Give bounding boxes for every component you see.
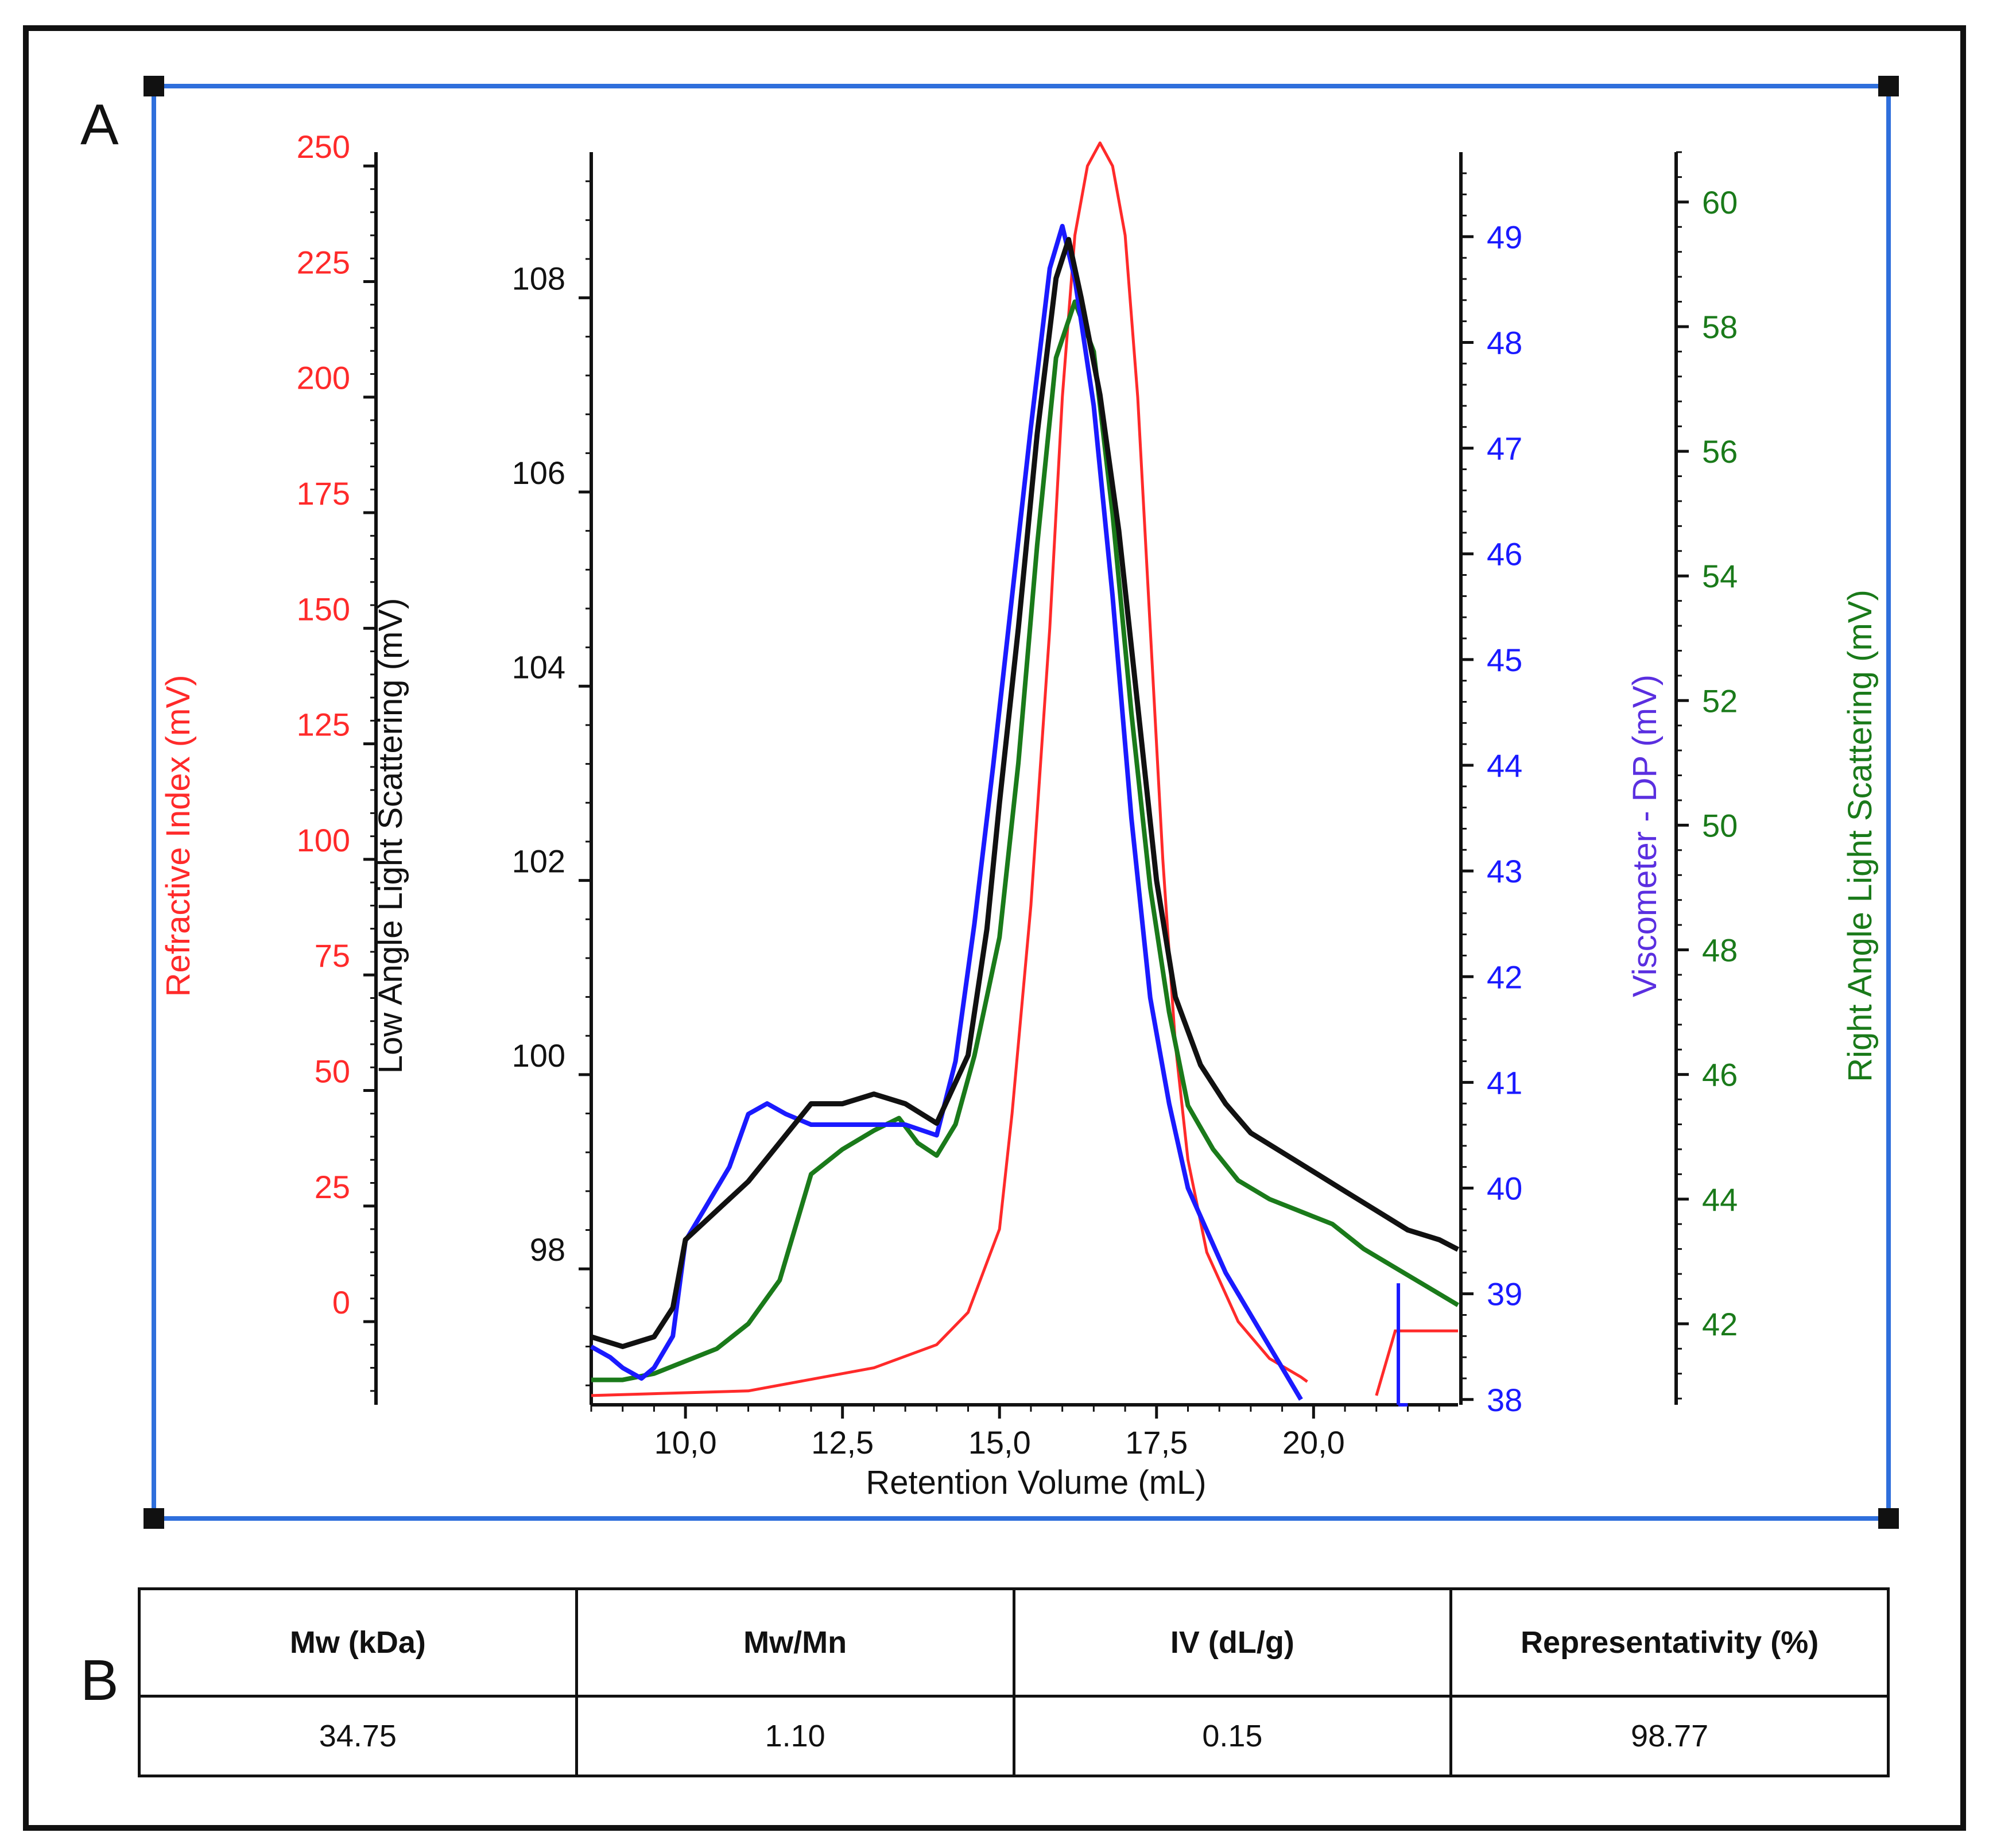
cell-representativity: 98.77	[1449, 1695, 1890, 1777]
viscometer-artifact-mark	[1397, 1283, 1408, 1407]
refractive_index-tick-label: 150	[297, 591, 350, 627]
cell-mw-mn: 1.10	[575, 1695, 1015, 1777]
low_angle_ls-tick-label: 108	[512, 261, 565, 297]
low_angle_ls-tick-label: 104	[512, 649, 565, 685]
series-line-refractive_index-tail	[1375, 1329, 1458, 1396]
refractive_index-tick-label: 175	[297, 475, 350, 512]
frame-corner-handle-1	[1878, 76, 1899, 96]
frame-corner-handle-3	[1878, 1508, 1899, 1529]
x-tick-label: 12,5	[811, 1424, 874, 1460]
x-tick-label: 15,0	[968, 1424, 1031, 1460]
header-representativity: Representativity (%)	[1449, 1587, 1890, 1698]
viscometer-tick-label: 43	[1487, 853, 1522, 889]
right_angle_ls-axis-label: Right Angle Light Scattering (mV)	[1841, 590, 1879, 1082]
results-table: Mw (kDa) Mw/Mn IV (dL/g) Representativit…	[138, 1587, 1890, 1777]
refractive_index-tick-label: 125	[297, 707, 350, 743]
viscometer-tick-label: 48	[1487, 324, 1522, 361]
refractive_index-tick-label: 100	[297, 822, 350, 858]
low_angle_ls-tick-label: 98	[530, 1231, 565, 1268]
right_angle_ls-tick-label: 44	[1702, 1181, 1738, 1218]
refractive_index-tick-label: 75	[315, 937, 350, 974]
x-tick-label: 17,5	[1125, 1424, 1188, 1460]
series-line-refractive_index	[591, 141, 1308, 1397]
viscometer-tick-label: 47	[1487, 431, 1522, 467]
right_angle_ls-tick-label: 58	[1702, 309, 1738, 345]
refractive_index-axis-label: Refractive Index (mV)	[160, 675, 197, 997]
refractive_index-tick-label: 50	[315, 1053, 350, 1089]
chart-frame	[152, 84, 1891, 1521]
right_angle_ls-tick-label: 42	[1702, 1306, 1738, 1342]
refractive_index-tick-label: 225	[297, 244, 350, 280]
viscometer-tick-label: 46	[1487, 536, 1522, 572]
series-line-viscometer	[590, 223, 1303, 1401]
x-axis-label: Retention Volume (mL)	[866, 1464, 1206, 1501]
viscometer-axis-label: Viscometer - DP (mV)	[1626, 675, 1664, 997]
low_angle_ls-tick-label: 106	[512, 455, 565, 491]
right_angle_ls-tick-label: 52	[1702, 683, 1738, 719]
refractive_index-tick-label: 200	[297, 360, 350, 396]
viscometer-tick-label: 41	[1487, 1064, 1522, 1101]
table-header-row: Mw (kDa) Mw/Mn IV (dL/g) Representativit…	[138, 1587, 1890, 1698]
series-line-low_angle_ls	[590, 237, 1460, 1349]
outer-frame	[23, 25, 1966, 1831]
refractive_index-tick-label: 0	[332, 1284, 350, 1320]
frame-corner-handle-2	[144, 1508, 164, 1529]
right_angle_ls-tick-label: 50	[1702, 807, 1738, 843]
refractive_index-tick-label: 250	[297, 129, 350, 165]
frame-corner-handle-0	[144, 76, 164, 96]
right_angle_ls-tick-label: 48	[1702, 932, 1738, 968]
header-mw: Mw (kDa)	[138, 1587, 578, 1698]
low_angle_ls-tick-label: 100	[512, 1037, 565, 1074]
x-tick-label: 10,0	[654, 1424, 717, 1460]
header-iv: IV (dL/g)	[1012, 1587, 1453, 1698]
right_angle_ls-tick-label: 54	[1702, 558, 1738, 594]
viscometer-tick-label: 42	[1487, 959, 1522, 995]
x-tick-label: 20,0	[1282, 1424, 1345, 1460]
refractive_index-tick-label: 25	[315, 1169, 350, 1205]
low_angle_ls-axis-label: Low Angle Light Scattering (mV)	[372, 598, 409, 1074]
header-mw-mn: Mw/Mn	[575, 1587, 1015, 1698]
cell-mw: 34.75	[138, 1695, 578, 1777]
table-row: 34.75 1.10 0.15 98.77	[138, 1695, 1890, 1777]
panel-a-label: A	[80, 92, 119, 157]
viscometer-tick-label: 38	[1487, 1382, 1522, 1418]
cell-iv: 0.15	[1012, 1695, 1453, 1777]
viscometer-tick-label: 49	[1487, 219, 1522, 255]
viscometer-tick-label: 44	[1487, 747, 1522, 784]
low_angle_ls-tick-label: 102	[512, 843, 565, 880]
viscometer-tick-label: 45	[1487, 642, 1522, 678]
right_angle_ls-tick-label: 60	[1702, 184, 1738, 220]
series-line-right_angle_ls	[591, 299, 1460, 1382]
viscometer-tick-label: 39	[1487, 1276, 1522, 1312]
right_angle_ls-tick-label: 56	[1702, 433, 1738, 470]
right_angle_ls-tick-label: 46	[1702, 1057, 1738, 1093]
panel-b-label: B	[80, 1648, 119, 1713]
viscometer-tick-label: 40	[1487, 1171, 1522, 1207]
